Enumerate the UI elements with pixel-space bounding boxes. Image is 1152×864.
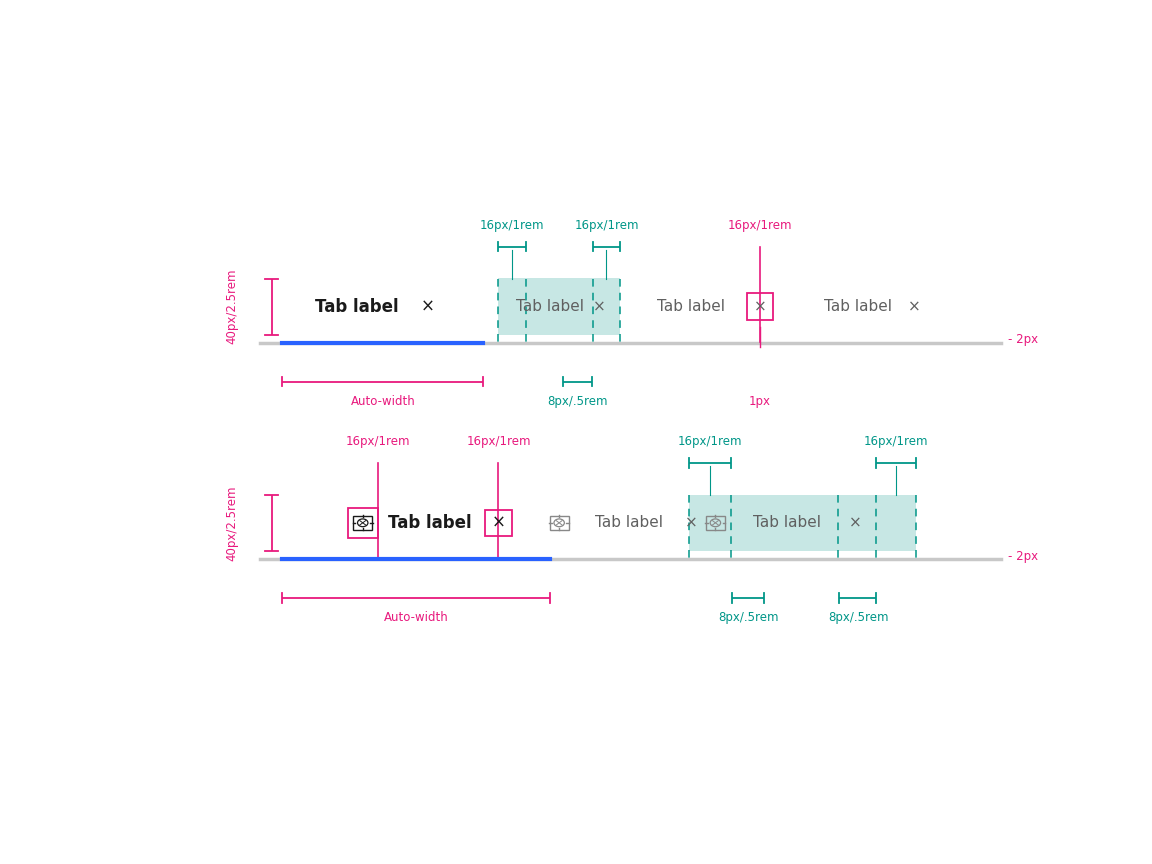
Bar (706, 516, 725, 530)
Text: - 2px: - 2px (1008, 550, 1038, 562)
Text: ×: × (753, 299, 766, 314)
Bar (354, 516, 372, 530)
Bar (499, 278, 620, 335)
Bar (746, 293, 773, 320)
Text: 16px/1rem: 16px/1rem (346, 435, 410, 448)
Text: 16px/1rem: 16px/1rem (467, 435, 531, 448)
Text: 8px/.5rem: 8px/.5rem (718, 612, 779, 625)
Text: Tab label: Tab label (516, 299, 584, 314)
Bar (348, 508, 378, 537)
Text: ×: × (685, 515, 698, 530)
Text: 16px/1rem: 16px/1rem (574, 219, 638, 232)
Text: Auto-width: Auto-width (384, 612, 448, 625)
Text: 16px/1rem: 16px/1rem (864, 435, 929, 448)
Text: - 2px: - 2px (1008, 334, 1038, 346)
Text: 16px/1rem: 16px/1rem (728, 219, 793, 232)
Text: Auto-width: Auto-width (350, 395, 415, 408)
Text: Tab label: Tab label (752, 515, 821, 530)
Text: 40px/2.5rem: 40px/2.5rem (225, 269, 238, 345)
Text: ×: × (908, 299, 920, 314)
Text: Tab label: Tab label (388, 514, 471, 532)
Text: Tab label: Tab label (314, 297, 399, 315)
Text: ×: × (492, 514, 506, 532)
Text: Tab label: Tab label (594, 515, 662, 530)
Text: Tab label: Tab label (658, 299, 726, 314)
Text: ×: × (420, 297, 434, 315)
Text: 16px/1rem: 16px/1rem (677, 435, 742, 448)
Text: ×: × (593, 299, 606, 314)
Text: 8px/.5rem: 8px/.5rem (828, 612, 888, 625)
Bar (485, 510, 511, 536)
Text: ×: × (849, 515, 862, 530)
Bar (689, 494, 916, 551)
Text: Tab label: Tab label (824, 299, 893, 314)
Text: 8px/.5rem: 8px/.5rem (547, 395, 607, 408)
Bar (550, 516, 569, 530)
Text: 1px: 1px (749, 395, 771, 408)
Text: 40px/2.5rem: 40px/2.5rem (225, 485, 238, 561)
Text: 16px/1rem: 16px/1rem (479, 219, 544, 232)
